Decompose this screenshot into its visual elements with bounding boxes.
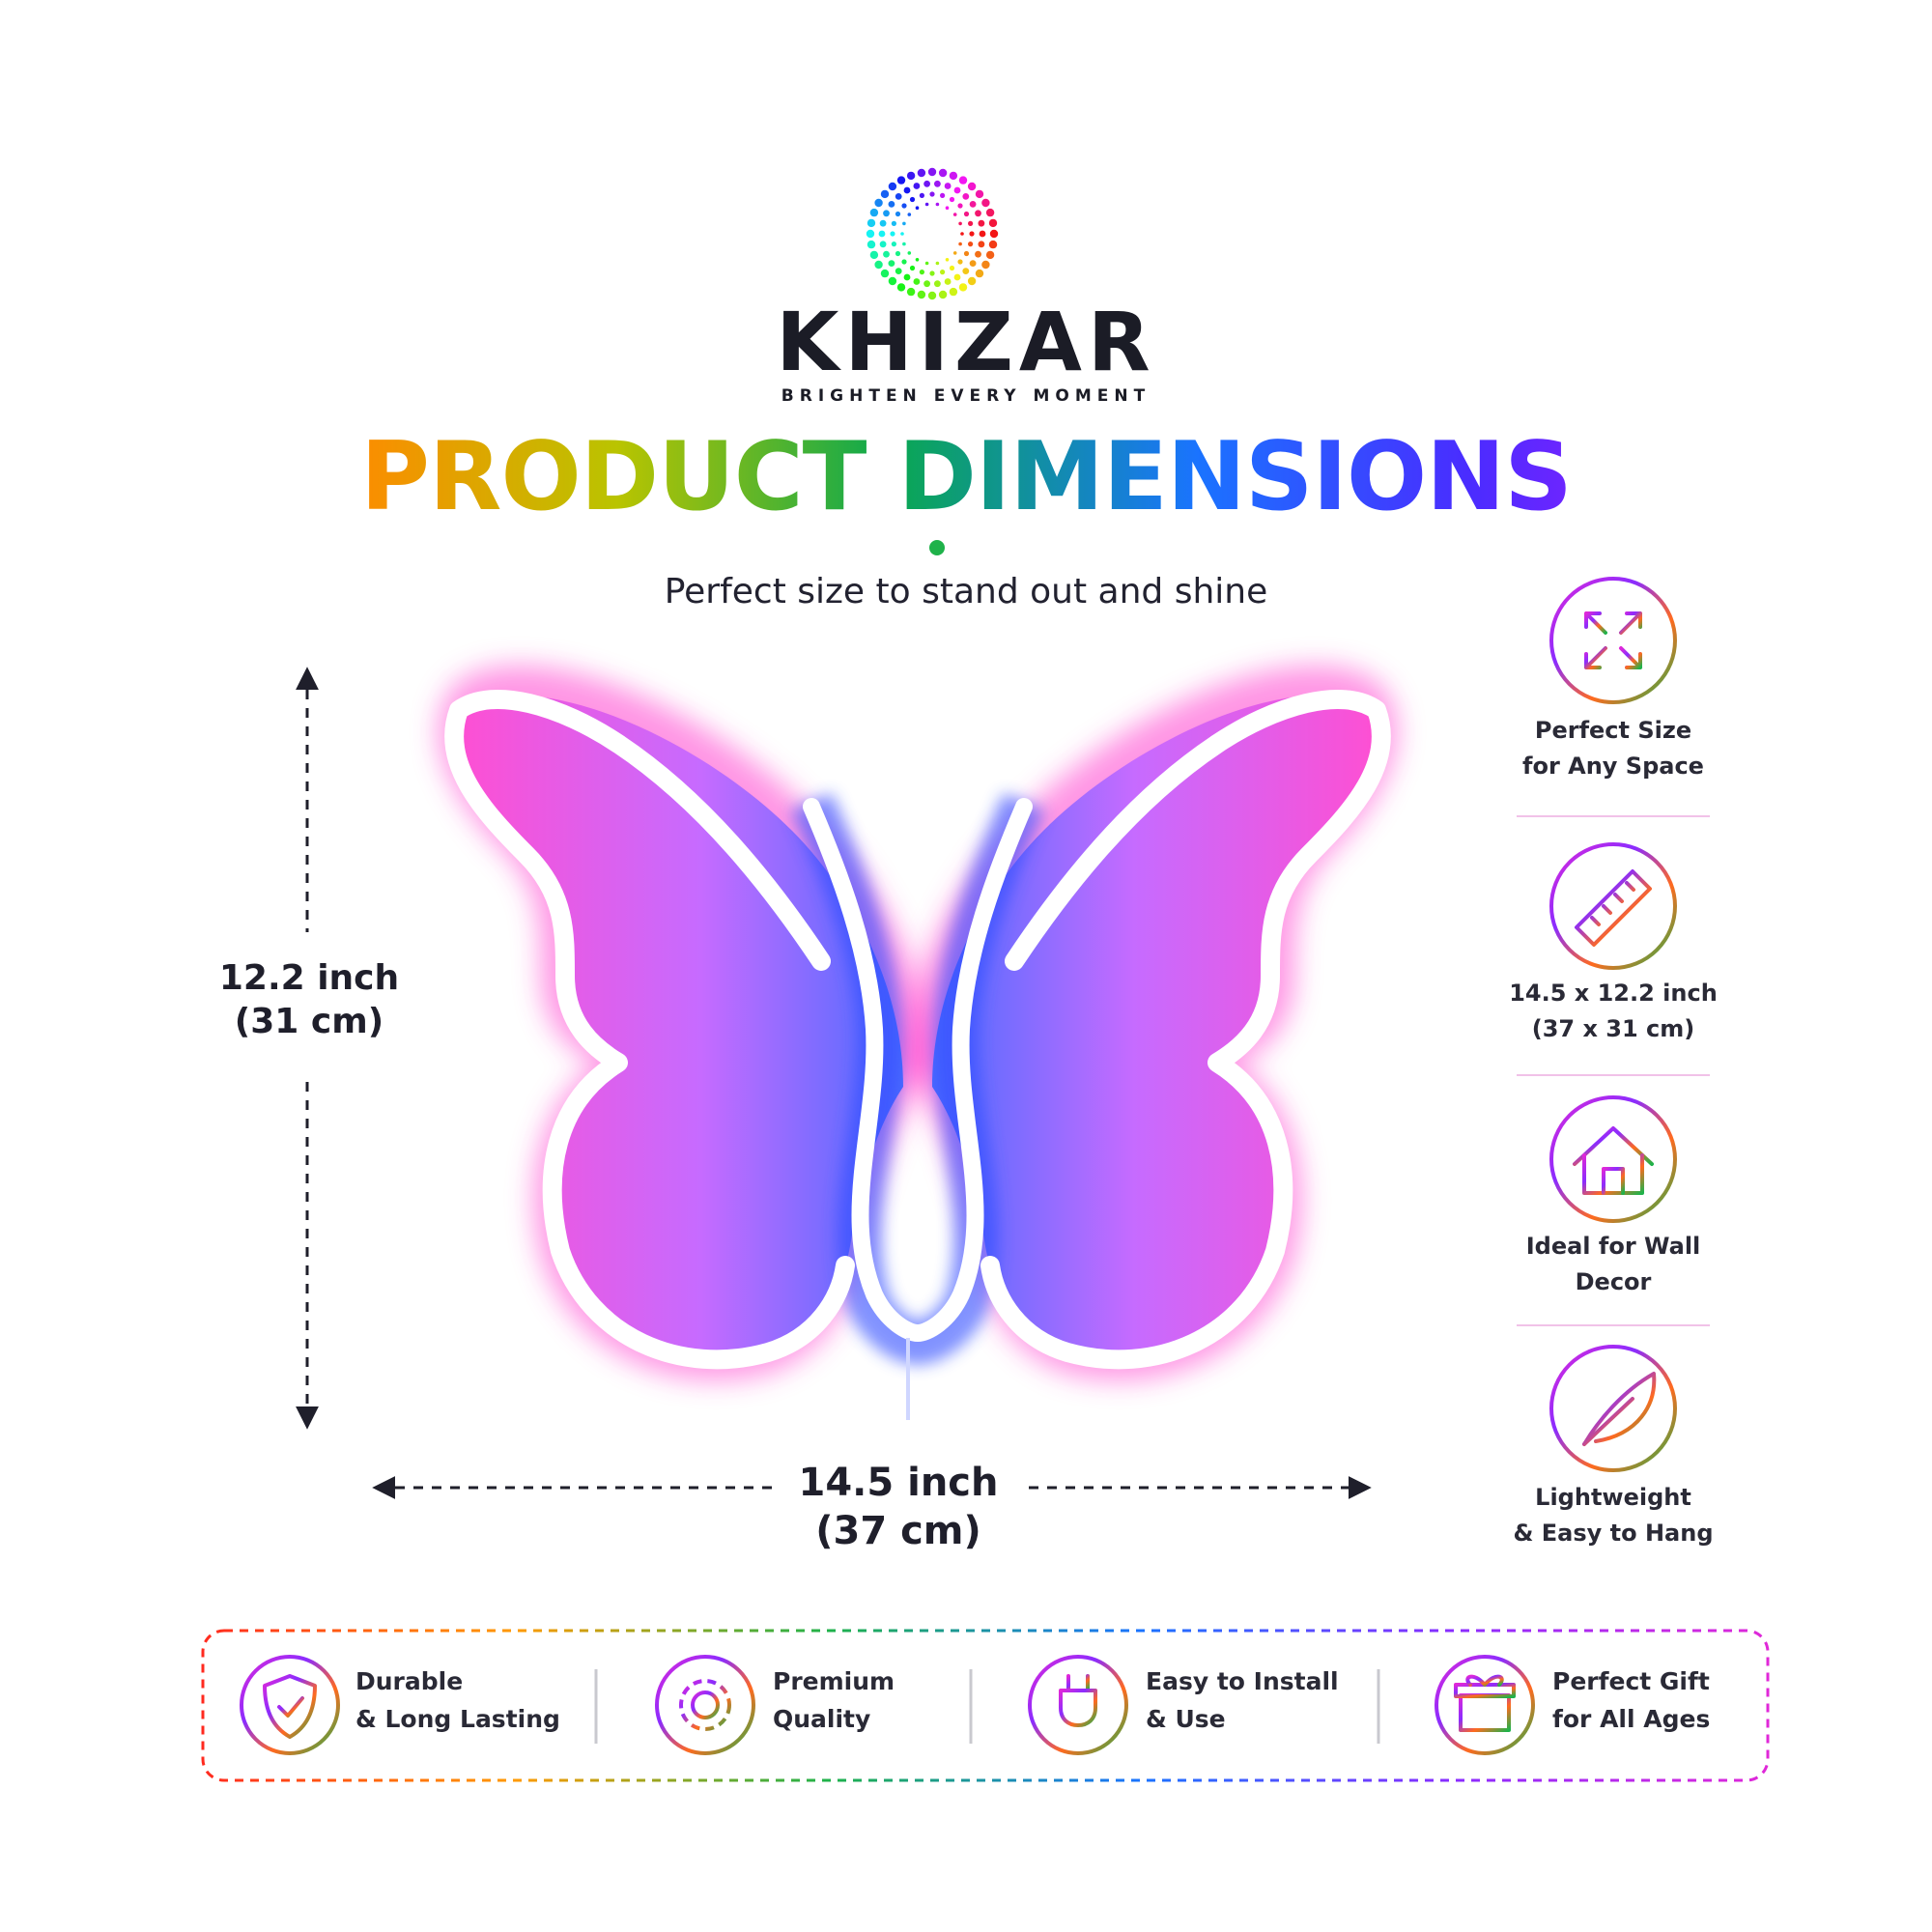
feature-item: Ideal for Wall Decor — [1488, 1229, 1739, 1300]
shield-check-icon — [263, 1674, 317, 1739]
benefit-item: Easy to Install & Use — [1146, 1663, 1339, 1739]
feature-label: Decor — [1575, 1268, 1652, 1296]
house-icon — [1573, 1126, 1654, 1195]
benefit-label: & Use — [1146, 1704, 1226, 1733]
benefit-item: Durable & Long Lasting — [355, 1663, 560, 1739]
feature-icons — [1517, 577, 1710, 1472]
benefit-item: Premium Quality — [773, 1663, 895, 1739]
height-cm: (31 cm) — [234, 1002, 384, 1041]
expand-arrows-icon — [1584, 611, 1642, 669]
benefits-bar — [201, 1629, 1770, 1782]
width-dimension-label: 14.5 inch (37 cm) — [753, 1459, 1043, 1555]
headline-divider — [554, 540, 1330, 555]
benefit-label: Easy to Install — [1146, 1667, 1339, 1695]
benefit-label: for All Ages — [1552, 1704, 1711, 1733]
feature-label: & Easy to Hang — [1513, 1520, 1714, 1548]
benefit-label: & Long Lasting — [355, 1704, 560, 1733]
page-subtitle: Perfect size to stand out and shine — [664, 572, 1268, 611]
butterfly-neon-sign — [438, 666, 1398, 1420]
logo-icon — [866, 167, 999, 300]
brand-name: KHIZAR — [776, 295, 1156, 389]
feature-item: 14.5 x 12.2 inch (37 x 31 cm) — [1488, 976, 1739, 1047]
feature-label: Lightweight — [1535, 1484, 1691, 1511]
feature-label: for Any Space — [1522, 753, 1704, 781]
benefit-label: Durable — [355, 1667, 464, 1695]
benefit-label: Quality — [773, 1704, 871, 1733]
ruler-icon — [1575, 869, 1652, 947]
feature-label: 14.5 x 12.2 inch — [1509, 980, 1718, 1007]
brand-tagline: BRIGHTEN EVERY MOMENT — [781, 386, 1151, 406]
feature-label: Ideal for Wall — [1525, 1233, 1701, 1260]
height-inch: 12.2 inch — [218, 958, 400, 998]
benefit-label: Perfect Gift — [1552, 1667, 1710, 1695]
benefit-item: Perfect Gift for All Ages — [1552, 1663, 1710, 1739]
benefit-label: Premium — [773, 1667, 895, 1695]
feature-item: Perfect Size for Any Space — [1488, 713, 1739, 784]
gear-icon — [679, 1679, 731, 1731]
plug-icon — [1059, 1674, 1097, 1741]
width-cm: (37 cm) — [815, 1509, 981, 1553]
height-dimension-label: 12.2 inch (31 cm) — [193, 956, 425, 1043]
gift-icon — [1454, 1674, 1516, 1732]
page-title: PRODUCT DIMENSIONS — [0, 430, 1932, 525]
width-inch: 14.5 inch — [798, 1461, 999, 1505]
feature-label: (37 x 31 cm) — [1531, 1015, 1695, 1043]
feature-label: Perfect Size — [1534, 717, 1692, 744]
feather-icon — [1582, 1372, 1657, 1446]
feature-item: Lightweight & Easy to Hang — [1488, 1480, 1739, 1551]
